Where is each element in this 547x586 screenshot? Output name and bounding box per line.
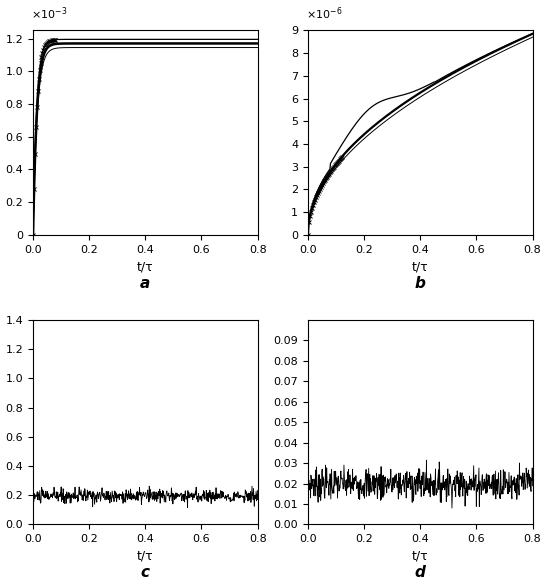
X-axis label: t/τ: t/τ bbox=[412, 550, 428, 563]
Text: c: c bbox=[141, 565, 150, 580]
Text: a: a bbox=[140, 276, 150, 291]
X-axis label: t/τ: t/τ bbox=[412, 260, 428, 273]
Text: d: d bbox=[415, 565, 426, 580]
X-axis label: t/τ: t/τ bbox=[137, 550, 154, 563]
Text: $\times 10^{-6}$: $\times 10^{-6}$ bbox=[306, 6, 342, 22]
X-axis label: t/τ: t/τ bbox=[137, 260, 154, 273]
Text: b: b bbox=[415, 276, 426, 291]
Text: $\times 10^{-3}$: $\times 10^{-3}$ bbox=[31, 6, 67, 22]
